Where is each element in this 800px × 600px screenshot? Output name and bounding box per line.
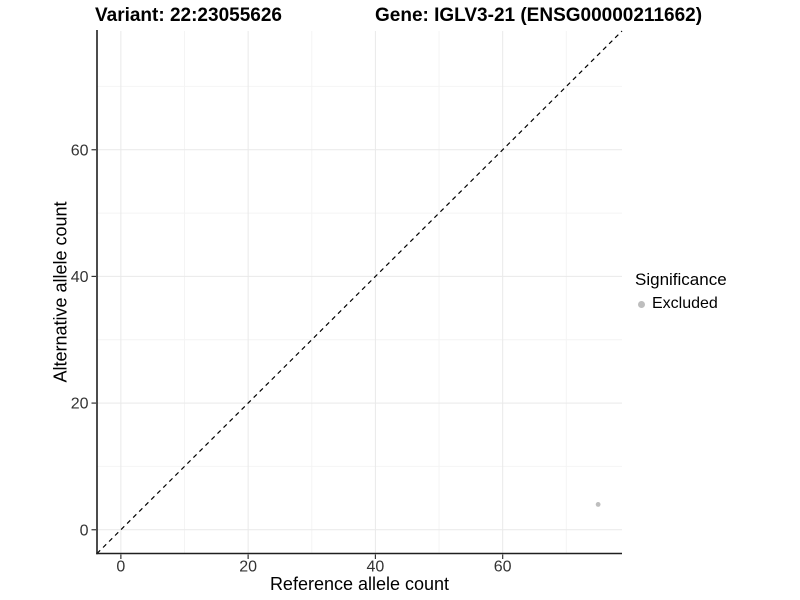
legend-point-icon bbox=[638, 300, 645, 308]
y-tick-label: 20 bbox=[71, 396, 89, 413]
legend: Significance Excluded bbox=[635, 270, 727, 313]
legend-item-label: Excluded bbox=[652, 295, 718, 312]
x-tick-label: 20 bbox=[239, 559, 257, 576]
y-tick-label: 0 bbox=[80, 522, 89, 539]
plot-title-gene: Gene: IGLV3-21 (ENSG00000211662) bbox=[375, 5, 703, 26]
identity-line bbox=[96, 30, 623, 554]
x-tick-label: 40 bbox=[367, 559, 385, 576]
y-tick-label: 60 bbox=[71, 142, 89, 159]
legend-title: Significance bbox=[635, 270, 727, 289]
y-tick-label: 40 bbox=[71, 269, 89, 286]
x-tick-label: 60 bbox=[494, 559, 512, 576]
x-axis-title: Reference allele count bbox=[269, 574, 450, 594]
x-tick-label: 0 bbox=[116, 559, 125, 576]
legend-item-excluded: Excluded bbox=[638, 295, 727, 313]
y-axis-title: Alternative allele count bbox=[50, 201, 71, 383]
data-point bbox=[595, 502, 601, 507]
plot-title-variant: Variant: 22:23055626 bbox=[95, 5, 282, 26]
